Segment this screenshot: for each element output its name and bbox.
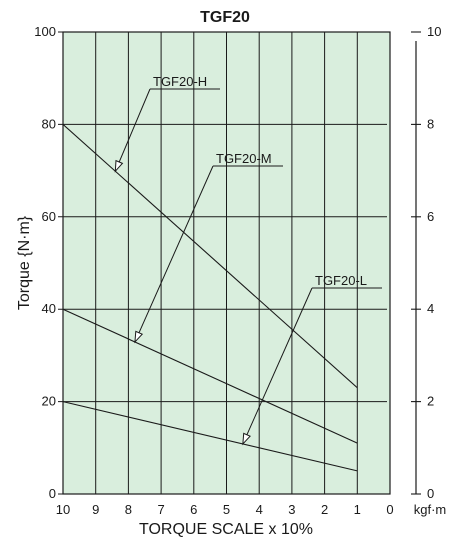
y-tick-label-60: 60 bbox=[42, 209, 56, 224]
x-axis-title: TORQUE SCALE x 10% bbox=[139, 521, 313, 538]
x-tick-label-6: 6 bbox=[190, 502, 197, 517]
x-tick-label-9: 9 bbox=[92, 502, 99, 517]
callout-arrow-tgf20-m bbox=[134, 330, 144, 344]
callout-leader-tgf20-l bbox=[242, 287, 313, 445]
y2-tick-label-0: 0 bbox=[427, 486, 434, 501]
y-tick-labels: 0 20 40 60 80 100 bbox=[34, 24, 56, 501]
x-tick-label-5: 5 bbox=[223, 502, 230, 517]
callout-label-tgf20-m: TGF20-M bbox=[216, 151, 272, 166]
callout-leader-tgf20-h bbox=[114, 88, 151, 172]
x-tick-labels: 10 9 8 7 6 5 4 3 2 1 0 bbox=[56, 502, 394, 517]
callout-leader-tgf20-m bbox=[134, 165, 214, 343]
x-tick-label-3: 3 bbox=[288, 502, 295, 517]
x-tick-label-4: 4 bbox=[256, 502, 263, 517]
series-line-tgf20-l bbox=[62, 401, 358, 472]
callout-arrow-tgf20-h bbox=[114, 159, 124, 173]
series-line-tgf20-h bbox=[62, 123, 358, 389]
series-callouts: TGF20-H TGF20-M TGF20-L bbox=[114, 74, 382, 446]
callout-label-tgf20-l: TGF20-L bbox=[315, 273, 367, 288]
callout-arrow-tgf20-l bbox=[242, 432, 251, 446]
x-tick-label-8: 8 bbox=[125, 502, 132, 517]
y-axis-title: Torque {N·m} bbox=[16, 215, 33, 310]
y-tick-label-100: 100 bbox=[34, 24, 56, 39]
y2-tick-label-6: 6 bbox=[427, 209, 434, 224]
x-tick-label-1: 1 bbox=[354, 502, 361, 517]
x-tick-label-2: 2 bbox=[321, 502, 328, 517]
y-tick-label-20: 20 bbox=[42, 394, 56, 409]
x-tick-label-10: 10 bbox=[56, 502, 70, 517]
y2-axis-title: kgf·m bbox=[414, 502, 447, 517]
y2-tick-label-4: 4 bbox=[427, 301, 434, 316]
y-tick-label-40: 40 bbox=[42, 301, 56, 316]
series-lines bbox=[62, 123, 358, 472]
chart-title: TGF20 bbox=[200, 9, 250, 26]
y-tick-label-80: 80 bbox=[42, 116, 56, 131]
plot-frame bbox=[62, 31, 391, 495]
y2-tick-labels: 0 2 4 6 8 10 bbox=[411, 24, 441, 501]
y2-tick-label-2: 2 bbox=[427, 394, 434, 409]
y2-tick-label-8: 8 bbox=[427, 116, 434, 131]
x-tick-label-0: 0 bbox=[386, 502, 393, 517]
series-line-tgf20-m bbox=[62, 308, 358, 444]
x-tick-label-7: 7 bbox=[157, 502, 164, 517]
callout-label-tgf20-h: TGF20-H bbox=[153, 74, 207, 89]
y2-tick-label-10: 10 bbox=[427, 24, 441, 39]
y-tick-label-0: 0 bbox=[49, 486, 56, 501]
